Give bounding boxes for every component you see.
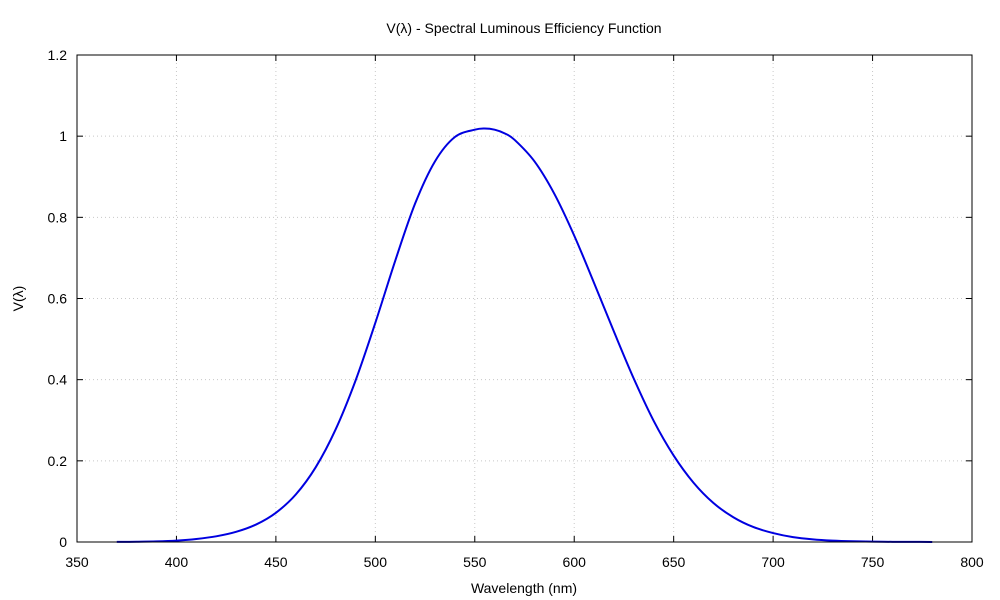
y-tick-label: 0.2 [48, 453, 68, 469]
y-tick-label: 0.6 [48, 291, 68, 307]
series-line [116, 127, 933, 543]
grid-lines [77, 55, 972, 542]
x-tick-label: 350 [65, 554, 89, 570]
y-tick-label: 1.2 [48, 47, 68, 63]
y-tick-label: 0.4 [48, 372, 68, 388]
x-tick-label: 450 [264, 554, 288, 570]
y-tick-label: 0 [59, 534, 67, 550]
y-tick-label: 1 [59, 128, 67, 144]
axis-ticks [76, 54, 973, 543]
y-tick-label: 0.8 [48, 209, 68, 225]
x-tick-label: 750 [861, 554, 885, 570]
x-tick-label: 600 [563, 554, 587, 570]
x-tick-label: 500 [364, 554, 388, 570]
chart-title: V(λ) - Spectral Luminous Efficiency Func… [386, 20, 661, 36]
x-tick-label: 800 [960, 554, 984, 570]
y-tick-labels: 0 0.2 0.4 0.6 0.8 1 1.2 [48, 47, 68, 550]
plot-area-border [76, 54, 973, 543]
x-tick-label: 650 [662, 554, 686, 570]
x-tick-labels: 350 400 450 500 550 600 650 700 750 800 [65, 554, 984, 570]
y-axis-label: V(λ) [10, 286, 26, 312]
x-axis-label: Wavelength (nm) [471, 580, 577, 596]
x-tick-label: 700 [761, 554, 785, 570]
x-tick-label: 550 [463, 554, 487, 570]
x-tick-label: 400 [165, 554, 189, 570]
